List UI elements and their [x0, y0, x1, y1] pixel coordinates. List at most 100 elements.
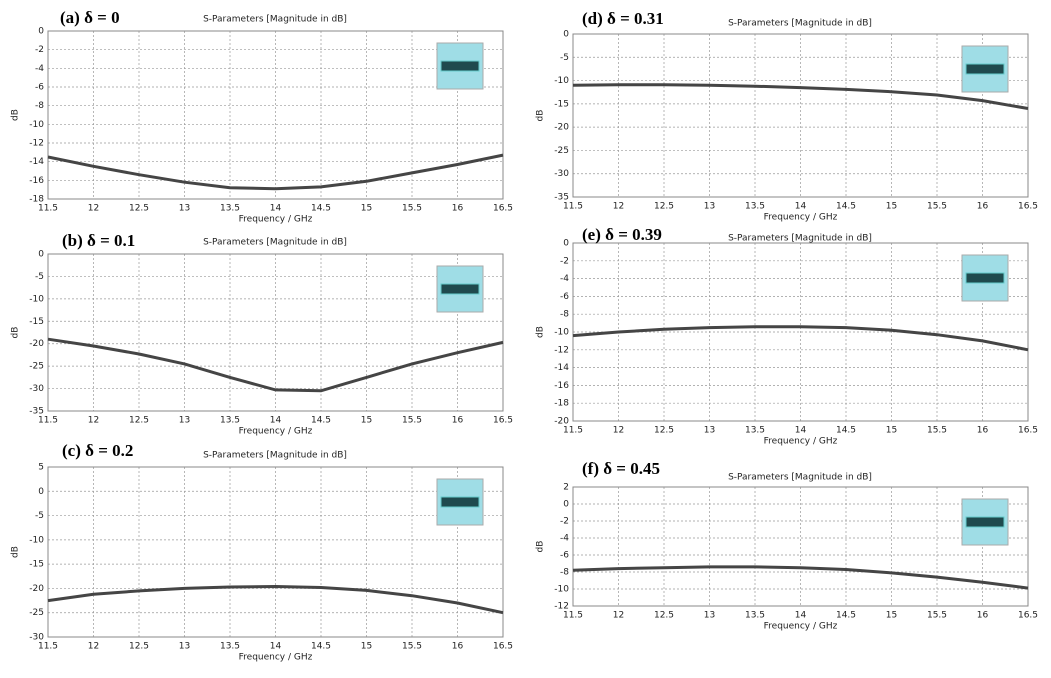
panel-label: (f) δ = 0.45	[582, 459, 660, 478]
x-tick-label: 16	[977, 426, 989, 436]
chart-title: S-Parameters [Magnitude in dB]	[203, 238, 347, 248]
y-tick-label: 0	[563, 30, 569, 40]
x-tick-label: 14.5	[836, 611, 856, 621]
y-tick-label: -10	[554, 76, 569, 86]
y-tick-label: -4	[560, 274, 569, 284]
y-tick-label: -10	[29, 535, 44, 545]
x-tick-label: 15.5	[402, 416, 422, 426]
y-axis-label: dB	[536, 110, 546, 122]
chart-title: S-Parameters [Magnitude in dB]	[203, 451, 347, 461]
model-layer	[441, 284, 479, 294]
y-tick-label: -25	[554, 146, 569, 156]
model-layer	[966, 64, 1004, 74]
x-tick-label: 12.5	[654, 426, 674, 436]
y-tick-label: -6	[35, 83, 44, 93]
y-tick-label: -5	[35, 511, 44, 521]
model-layer	[966, 273, 1004, 283]
x-tick-label: 16	[452, 642, 464, 652]
y-tick-label: 0	[38, 27, 44, 37]
y-tick-label: -10	[554, 585, 569, 595]
x-tick-label: 12	[613, 426, 624, 436]
x-tick-label: 11.5	[563, 202, 583, 212]
x-tick-label: 14	[795, 202, 807, 212]
model-layer	[966, 517, 1004, 527]
y-tick-label: -8	[560, 310, 569, 320]
x-tick-label: 12.5	[129, 204, 149, 214]
x-tick-label: 14.5	[836, 202, 856, 212]
x-axis-label: Frequency / GHz	[239, 653, 313, 663]
x-tick-label: 14.5	[311, 642, 331, 652]
y-tick-label: -15	[554, 99, 569, 109]
x-axis-label: Frequency / GHz	[764, 622, 838, 632]
y-tick-label: 0	[38, 487, 44, 497]
y-tick-label: -8	[560, 568, 569, 578]
y-tick-label: -20	[29, 584, 44, 594]
x-tick-label: 15	[361, 204, 372, 214]
x-tick-label: 13	[179, 642, 190, 652]
y-tick-label: -12	[29, 139, 44, 149]
x-tick-label: 16.5	[1018, 202, 1038, 212]
x-tick-label: 12	[88, 416, 99, 426]
y-tick-label: 5	[38, 463, 44, 473]
y-tick-label: -12	[554, 345, 569, 355]
y-tick-label: -30	[29, 384, 44, 394]
y-tick-label: -15	[29, 317, 44, 327]
y-tick-label: -18	[554, 399, 569, 409]
x-tick-label: 13.5	[220, 416, 240, 426]
y-tick-label: 0	[563, 239, 569, 249]
x-tick-label: 11.5	[563, 426, 583, 436]
y-tick-label: -2	[560, 517, 569, 527]
x-tick-label: 16.5	[493, 204, 513, 214]
y-tick-label: -14	[29, 157, 44, 167]
y-tick-label: -10	[29, 120, 44, 130]
y-tick-label: -5	[35, 272, 44, 282]
x-tick-label: 11.5	[38, 416, 58, 426]
x-tick-label: 16.5	[1018, 611, 1038, 621]
x-tick-label: 15	[361, 416, 372, 426]
x-tick-label: 15.5	[402, 642, 422, 652]
model-layer	[441, 497, 479, 507]
y-tick-label: -2	[35, 45, 44, 55]
y-axis-label: dB	[536, 326, 546, 338]
y-tick-label: 0	[38, 250, 44, 260]
x-tick-label: 16	[977, 611, 989, 621]
x-tick-label: 12	[613, 202, 624, 212]
y-tick-label: -20	[29, 339, 44, 349]
x-tick-label: 14	[795, 426, 807, 436]
x-tick-label: 14.5	[311, 416, 331, 426]
x-tick-label: 11.5	[563, 611, 583, 621]
x-tick-label: 16	[452, 416, 464, 426]
x-tick-label: 11.5	[38, 204, 58, 214]
x-tick-label: 16.5	[493, 642, 513, 652]
y-tick-label: -16	[554, 381, 569, 391]
chart-title: S-Parameters [Magnitude in dB]	[728, 234, 872, 244]
x-tick-label: 14	[795, 611, 807, 621]
x-tick-label: 12	[613, 611, 624, 621]
x-tick-label: 15.5	[402, 204, 422, 214]
x-tick-label: 12	[88, 642, 99, 652]
y-tick-label: -10	[29, 294, 44, 304]
y-axis-label: dB	[11, 546, 21, 558]
y-tick-label: -15	[29, 560, 44, 570]
y-tick-label: -10	[554, 328, 569, 338]
x-tick-label: 14	[270, 204, 282, 214]
x-tick-label: 15	[886, 426, 897, 436]
x-tick-label: 13	[704, 202, 715, 212]
x-tick-label: 12.5	[654, 202, 674, 212]
y-tick-label: -4	[35, 64, 44, 74]
x-tick-label: 15	[361, 642, 372, 652]
y-axis-label: dB	[536, 541, 546, 553]
y-tick-label: -30	[554, 169, 569, 179]
y-tick-label: -25	[29, 362, 44, 372]
panel-label: (a) δ = 0	[60, 8, 120, 27]
y-tick-label: -14	[554, 363, 569, 373]
y-tick-label: -6	[560, 292, 569, 302]
x-tick-label: 15	[886, 611, 897, 621]
x-tick-label: 13.5	[745, 611, 765, 621]
x-tick-label: 13.5	[220, 204, 240, 214]
chart-title: S-Parameters [Magnitude in dB]	[728, 473, 872, 483]
x-tick-label: 14	[270, 642, 282, 652]
x-tick-label: 12.5	[129, 416, 149, 426]
x-tick-label: 15.5	[927, 202, 947, 212]
x-axis-label: Frequency / GHz	[239, 215, 313, 225]
